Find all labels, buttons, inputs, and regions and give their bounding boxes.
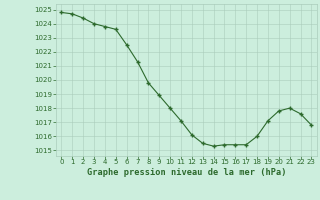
X-axis label: Graphe pression niveau de la mer (hPa): Graphe pression niveau de la mer (hPa) xyxy=(87,168,286,177)
